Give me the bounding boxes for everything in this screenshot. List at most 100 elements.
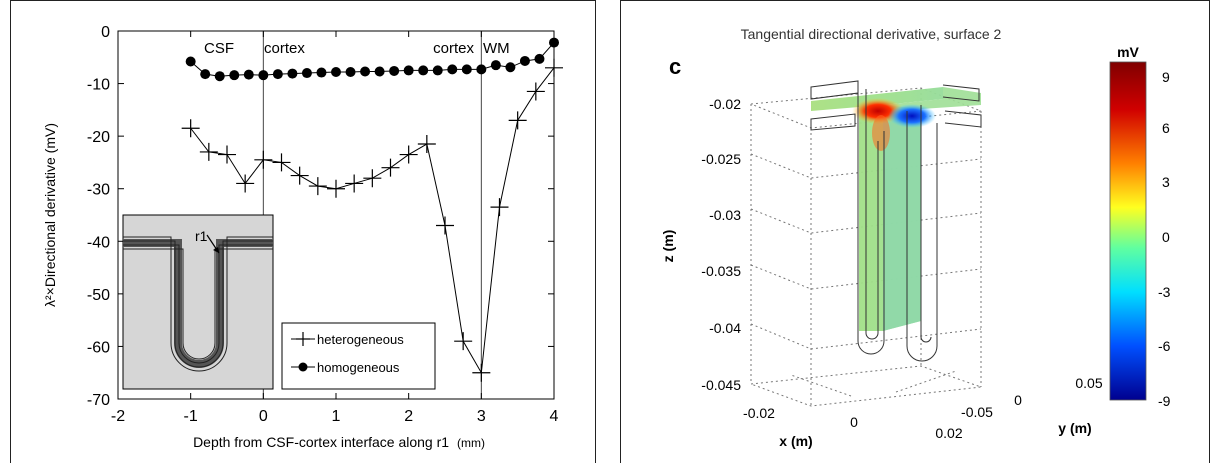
surface-title: Tangential directional derivative, surfa…	[741, 26, 1002, 42]
z-axis-label: z (m)	[660, 230, 676, 263]
data-point-heterogeneous	[254, 150, 273, 169]
legend-marker-homogeneous	[298, 362, 308, 372]
data-point-heterogeneous	[327, 179, 345, 198]
x-tick-label: 2	[404, 408, 413, 425]
data-point-heterogeneous	[490, 198, 509, 217]
y-tick-label: -50	[87, 287, 110, 304]
data-point-heterogeneous	[345, 174, 364, 193]
legend-marker-heterogeneous	[296, 332, 310, 346]
z-tick-label: -0.045	[701, 377, 741, 393]
data-point-homogeneous	[534, 53, 545, 64]
surface-sheet	[810, 80, 982, 362]
data-point-homogeneous	[287, 68, 298, 79]
y-tick-label: 0	[1014, 392, 1022, 408]
region-label-cortex-left: cortex	[264, 40, 305, 57]
data-point-heterogeneous	[545, 58, 563, 77]
data-point-homogeneous	[229, 70, 240, 81]
data-point-heterogeneous	[272, 153, 291, 172]
x-tick-label: 4	[550, 408, 559, 425]
data-point-homogeneous	[301, 68, 312, 79]
data-point-heterogeneous	[199, 142, 218, 161]
data-point-homogeneous	[316, 67, 327, 78]
data-point-homogeneous	[403, 65, 414, 76]
data-point-heterogeneous	[472, 363, 491, 382]
data-point-heterogeneous	[436, 216, 454, 235]
data-point-heterogeneous	[363, 169, 382, 188]
y-tick-label: -0.05	[961, 404, 993, 420]
surface-plot-svg: Tangential directional derivative, surfa…	[660, 26, 1171, 449]
colorbar-unit-label: mV	[1117, 44, 1139, 60]
surface-plot-panel: Tangential directional derivative, surfa…	[620, 0, 1210, 463]
y-axis-label: λ²×Directional derivative (mV)	[42, 123, 58, 307]
x-tick-label: 1	[332, 408, 341, 425]
colorbar-tick-label: 9	[1162, 69, 1170, 85]
colorbar-tick-label: 0	[1162, 229, 1170, 245]
data-point-homogeneous	[447, 64, 458, 75]
inset-r1-label: r1	[195, 228, 208, 244]
x-tick-label: -2	[111, 408, 125, 425]
data-point-heterogeneous	[454, 332, 473, 351]
data-point-homogeneous	[272, 69, 283, 80]
data-point-heterogeneous	[417, 135, 436, 154]
data-point-homogeneous	[200, 69, 211, 80]
colorbar: mV 9 6 3 0 -3 -6 -9	[1109, 44, 1171, 409]
region-label-cortex-right: cortex	[433, 40, 474, 57]
x-tick-label: 0.02	[935, 425, 962, 441]
z-tick-label: -0.035	[701, 263, 741, 279]
x-tick-label: 3	[477, 408, 486, 425]
panel-letter: c	[669, 54, 681, 79]
x-axis-label: Depth from CSF-cortex interface along r1…	[193, 434, 485, 450]
y-axis-label: y (m)	[1058, 420, 1091, 436]
y-tick-label: -20	[87, 129, 110, 146]
data-point-heterogeneous	[290, 166, 309, 185]
y-tick-label: -60	[87, 339, 110, 356]
data-point-homogeneous	[389, 65, 400, 76]
data-point-homogeneous	[476, 64, 487, 75]
data-point-homogeneous	[418, 65, 429, 76]
data-point-homogeneous	[214, 71, 225, 82]
colorbar-tick-label: 3	[1162, 174, 1170, 190]
x-tick-label: 0	[259, 408, 268, 425]
data-point-homogeneous	[549, 37, 559, 48]
y-tick-label: -10	[87, 77, 110, 94]
data-point-homogeneous	[505, 62, 516, 73]
data-point-homogeneous	[519, 55, 530, 66]
colorbar-tick-label: -3	[1158, 284, 1171, 300]
line-chart-panel: -2 -1 0 1 2 3 4 0 -10 -20 -30 -40 -50 -60 -70 CSF cort…	[10, 0, 596, 463]
x-axis-ticks: -0.02 0 0.02	[743, 405, 963, 441]
data-point-homogeneous	[490, 60, 501, 71]
data-point-homogeneous	[345, 67, 356, 78]
region-label-wm: WM	[483, 40, 510, 57]
data-point-homogeneous	[432, 65, 443, 76]
inset-schematic: r1	[122, 214, 274, 390]
z-axis-ticks: -0.02 -0.025 -0.03 -0.035 -0.04 -0.045	[701, 96, 741, 393]
data-point-homogeneous	[461, 64, 472, 75]
x-tick-label: -1	[184, 408, 198, 425]
data-point-homogeneous	[360, 66, 371, 77]
legend: heterogeneous homogeneous	[281, 322, 436, 390]
z-tick-label: -0.02	[709, 96, 741, 112]
y-tick-label: 0	[101, 24, 110, 41]
region-label-csf: CSF	[204, 40, 234, 57]
z-tick-label: -0.03	[709, 207, 741, 223]
data-point-heterogeneous	[526, 82, 545, 101]
y-tick-label: -70	[87, 392, 110, 409]
z-tick-label: -0.025	[701, 151, 741, 167]
x-tick-label: -0.02	[743, 405, 775, 421]
colorbar-tick-label: -9	[1158, 393, 1171, 409]
x-axis-label: x (m)	[779, 433, 812, 449]
z-tick-label: -0.04	[709, 320, 741, 336]
data-point-heterogeneous	[508, 111, 527, 130]
data-point-heterogeneous	[181, 119, 200, 138]
colorbar-tick-label: -6	[1158, 338, 1171, 354]
y-axis-ticks: -0.05 0 0.05	[961, 375, 1103, 420]
data-point-heterogeneous	[381, 158, 400, 177]
y-tick-label: -30	[87, 182, 110, 199]
line-chart-svg: -2 -1 0 1 2 3 40-10-20-30-40-50-60-70 CSF cort…	[42, 24, 563, 450]
legend-label-homogeneous: homogeneous	[317, 360, 400, 375]
data-point-homogeneous	[258, 70, 269, 81]
data-point-heterogeneous	[218, 145, 236, 164]
legend-label-heterogeneous: heterogeneous	[317, 332, 404, 347]
data-point-heterogeneous	[236, 174, 255, 193]
colorbar-tick-label: 6	[1162, 120, 1170, 136]
